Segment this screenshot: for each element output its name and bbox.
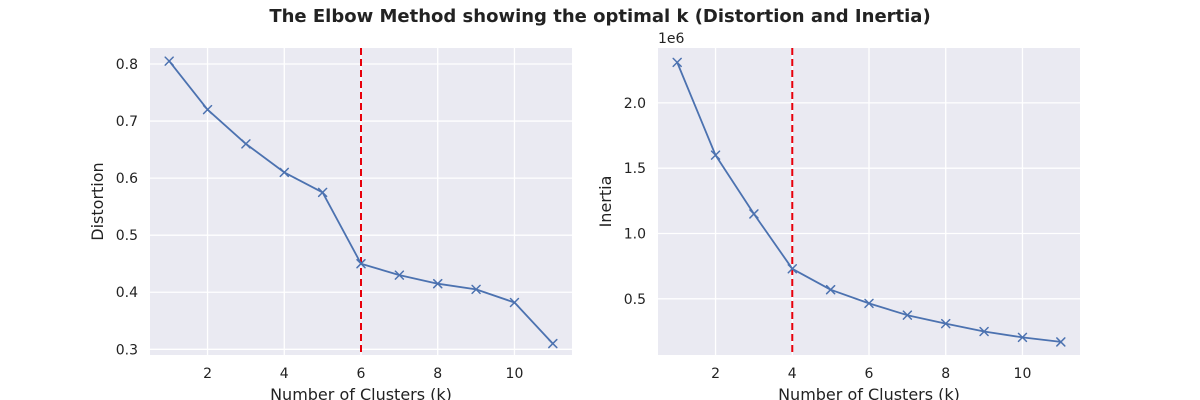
inertia-axis-offset-label: 1e6 xyxy=(658,31,685,47)
distortion-y-tick-label: 0.6 xyxy=(116,171,138,187)
inertia-x-tick-label: 6 xyxy=(865,366,874,382)
distortion-x-tick-label: 2 xyxy=(203,366,212,382)
inertia-point-marker xyxy=(787,264,798,274)
distortion-x-axis-label: Number of Clusters (k) xyxy=(270,385,452,400)
inertia-y-tick-label: 0.5 xyxy=(624,292,646,308)
distortion-y-tick-label: 0.4 xyxy=(116,285,138,301)
inertia-point-marker xyxy=(979,326,989,337)
distortion-x-tick-label: 10 xyxy=(506,366,524,382)
inertia-x-tick-label: 10 xyxy=(1014,366,1032,382)
inertia-point-marker xyxy=(864,298,874,309)
distortion-point-marker xyxy=(164,56,174,66)
inertia-point-marker xyxy=(710,150,721,160)
inertia-x-tick-label: 4 xyxy=(788,366,797,382)
distortion-point-marker xyxy=(394,270,405,280)
distortion-point-marker xyxy=(432,278,443,289)
distortion-point-marker xyxy=(509,297,520,308)
distortion-y-tick-label: 0.8 xyxy=(116,57,138,73)
distortion-point-marker xyxy=(241,139,251,149)
distortion-x-tick-label: 6 xyxy=(357,366,366,382)
inertia-y-axis-label: Inertia xyxy=(596,176,615,228)
inertia-point-marker xyxy=(940,318,951,329)
inertia-y-tick-label: 1.5 xyxy=(624,161,646,177)
inertia-point-marker xyxy=(749,209,759,219)
distortion-x-tick-label: 4 xyxy=(280,366,289,382)
inertia-point-marker xyxy=(672,57,682,68)
distortion-chart: 2 4 6 8 10 0.3 0.4 0.5 0.6 0.7 0.8 Number of Cluste… xyxy=(88,48,572,400)
inertia-x-tick-label: 8 xyxy=(941,366,950,382)
distortion-y-tick-label: 0.5 xyxy=(116,228,138,244)
distortion-y-axis-label: Distortion xyxy=(88,162,107,240)
inertia-point-marker xyxy=(825,284,836,295)
figure-title: The Elbow Method showing the optimal k (… xyxy=(269,6,930,27)
inertia-point-marker xyxy=(1056,337,1066,347)
inertia-y-tick-label: 1.0 xyxy=(624,227,646,243)
distortion-point-marker xyxy=(471,284,481,295)
inertia-x-axis-label: Number of Clusters (k) xyxy=(778,385,960,400)
distortion-point-marker xyxy=(279,167,290,178)
inertia-chart: 2 4 6 8 10 0.5 1.0 1.5 2.0 1e6 Number of Clusters … xyxy=(596,31,1080,400)
distortion-point-marker xyxy=(356,258,366,269)
distortion-point-marker xyxy=(202,104,213,115)
inertia-y-tick-label: 2.0 xyxy=(624,96,646,112)
distortion-y-tick-label: 0.3 xyxy=(116,342,138,358)
inertia-x-tick-label: 2 xyxy=(711,366,720,382)
inertia-point-marker xyxy=(1017,332,1028,343)
distortion-x-tick-label: 8 xyxy=(433,366,442,382)
distortion-point-marker xyxy=(548,338,558,349)
inertia-point-marker xyxy=(902,310,913,320)
distortion-point-marker xyxy=(317,187,328,198)
distortion-y-tick-label: 0.7 xyxy=(116,114,138,130)
